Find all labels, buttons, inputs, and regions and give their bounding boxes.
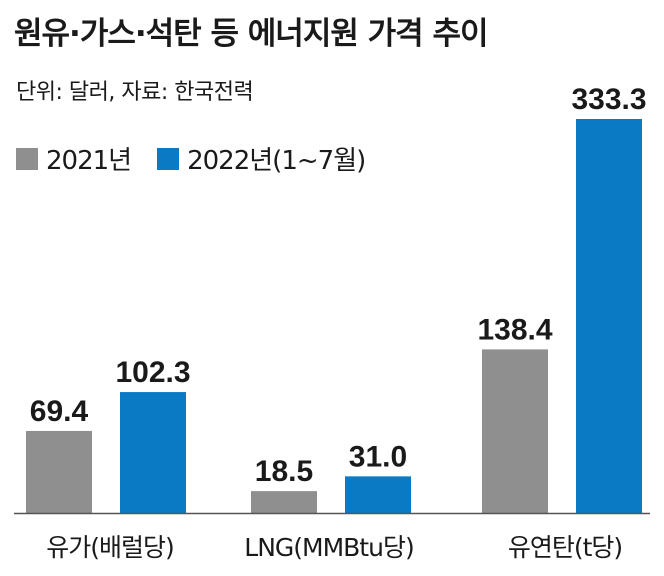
bar xyxy=(251,491,317,513)
legend-label-2021: 2021년 xyxy=(46,146,132,176)
bar xyxy=(26,430,92,513)
bar-value-label: 138.4 xyxy=(477,313,552,346)
legend-swatch-2021 xyxy=(16,147,38,170)
legend-label-2022: 2022년(1~7월) xyxy=(187,146,366,176)
category-label: 유가(배럴당) xyxy=(46,533,174,562)
bar xyxy=(576,119,642,513)
legend-item-2021: 2021년 xyxy=(16,140,132,177)
bar-value-label: 18.5 xyxy=(255,455,313,488)
bar-value-label: 31.0 xyxy=(349,440,407,473)
chart-title: 원유·가스·석탄 등 에너지원 가격 추이 xyxy=(14,16,489,52)
legend-item-2022: 2022년(1~7월) xyxy=(157,140,366,177)
category-label: LNG(MMBtu당) xyxy=(244,533,413,562)
bar xyxy=(120,392,186,513)
bar-value-label: 69.4 xyxy=(30,395,89,428)
legend-swatch-2022 xyxy=(157,147,180,170)
unit-source-note: 단위: 달러, 자료: 한국전력 xyxy=(16,80,254,105)
category-label: 유연탄(t당) xyxy=(508,533,622,562)
legend: 2021년 2022년(1~7월) xyxy=(16,140,391,177)
bar xyxy=(482,349,548,513)
bar xyxy=(345,476,411,513)
bar-value-label: 102.3 xyxy=(115,356,190,389)
bar-value-label: 333.3 xyxy=(571,83,646,116)
